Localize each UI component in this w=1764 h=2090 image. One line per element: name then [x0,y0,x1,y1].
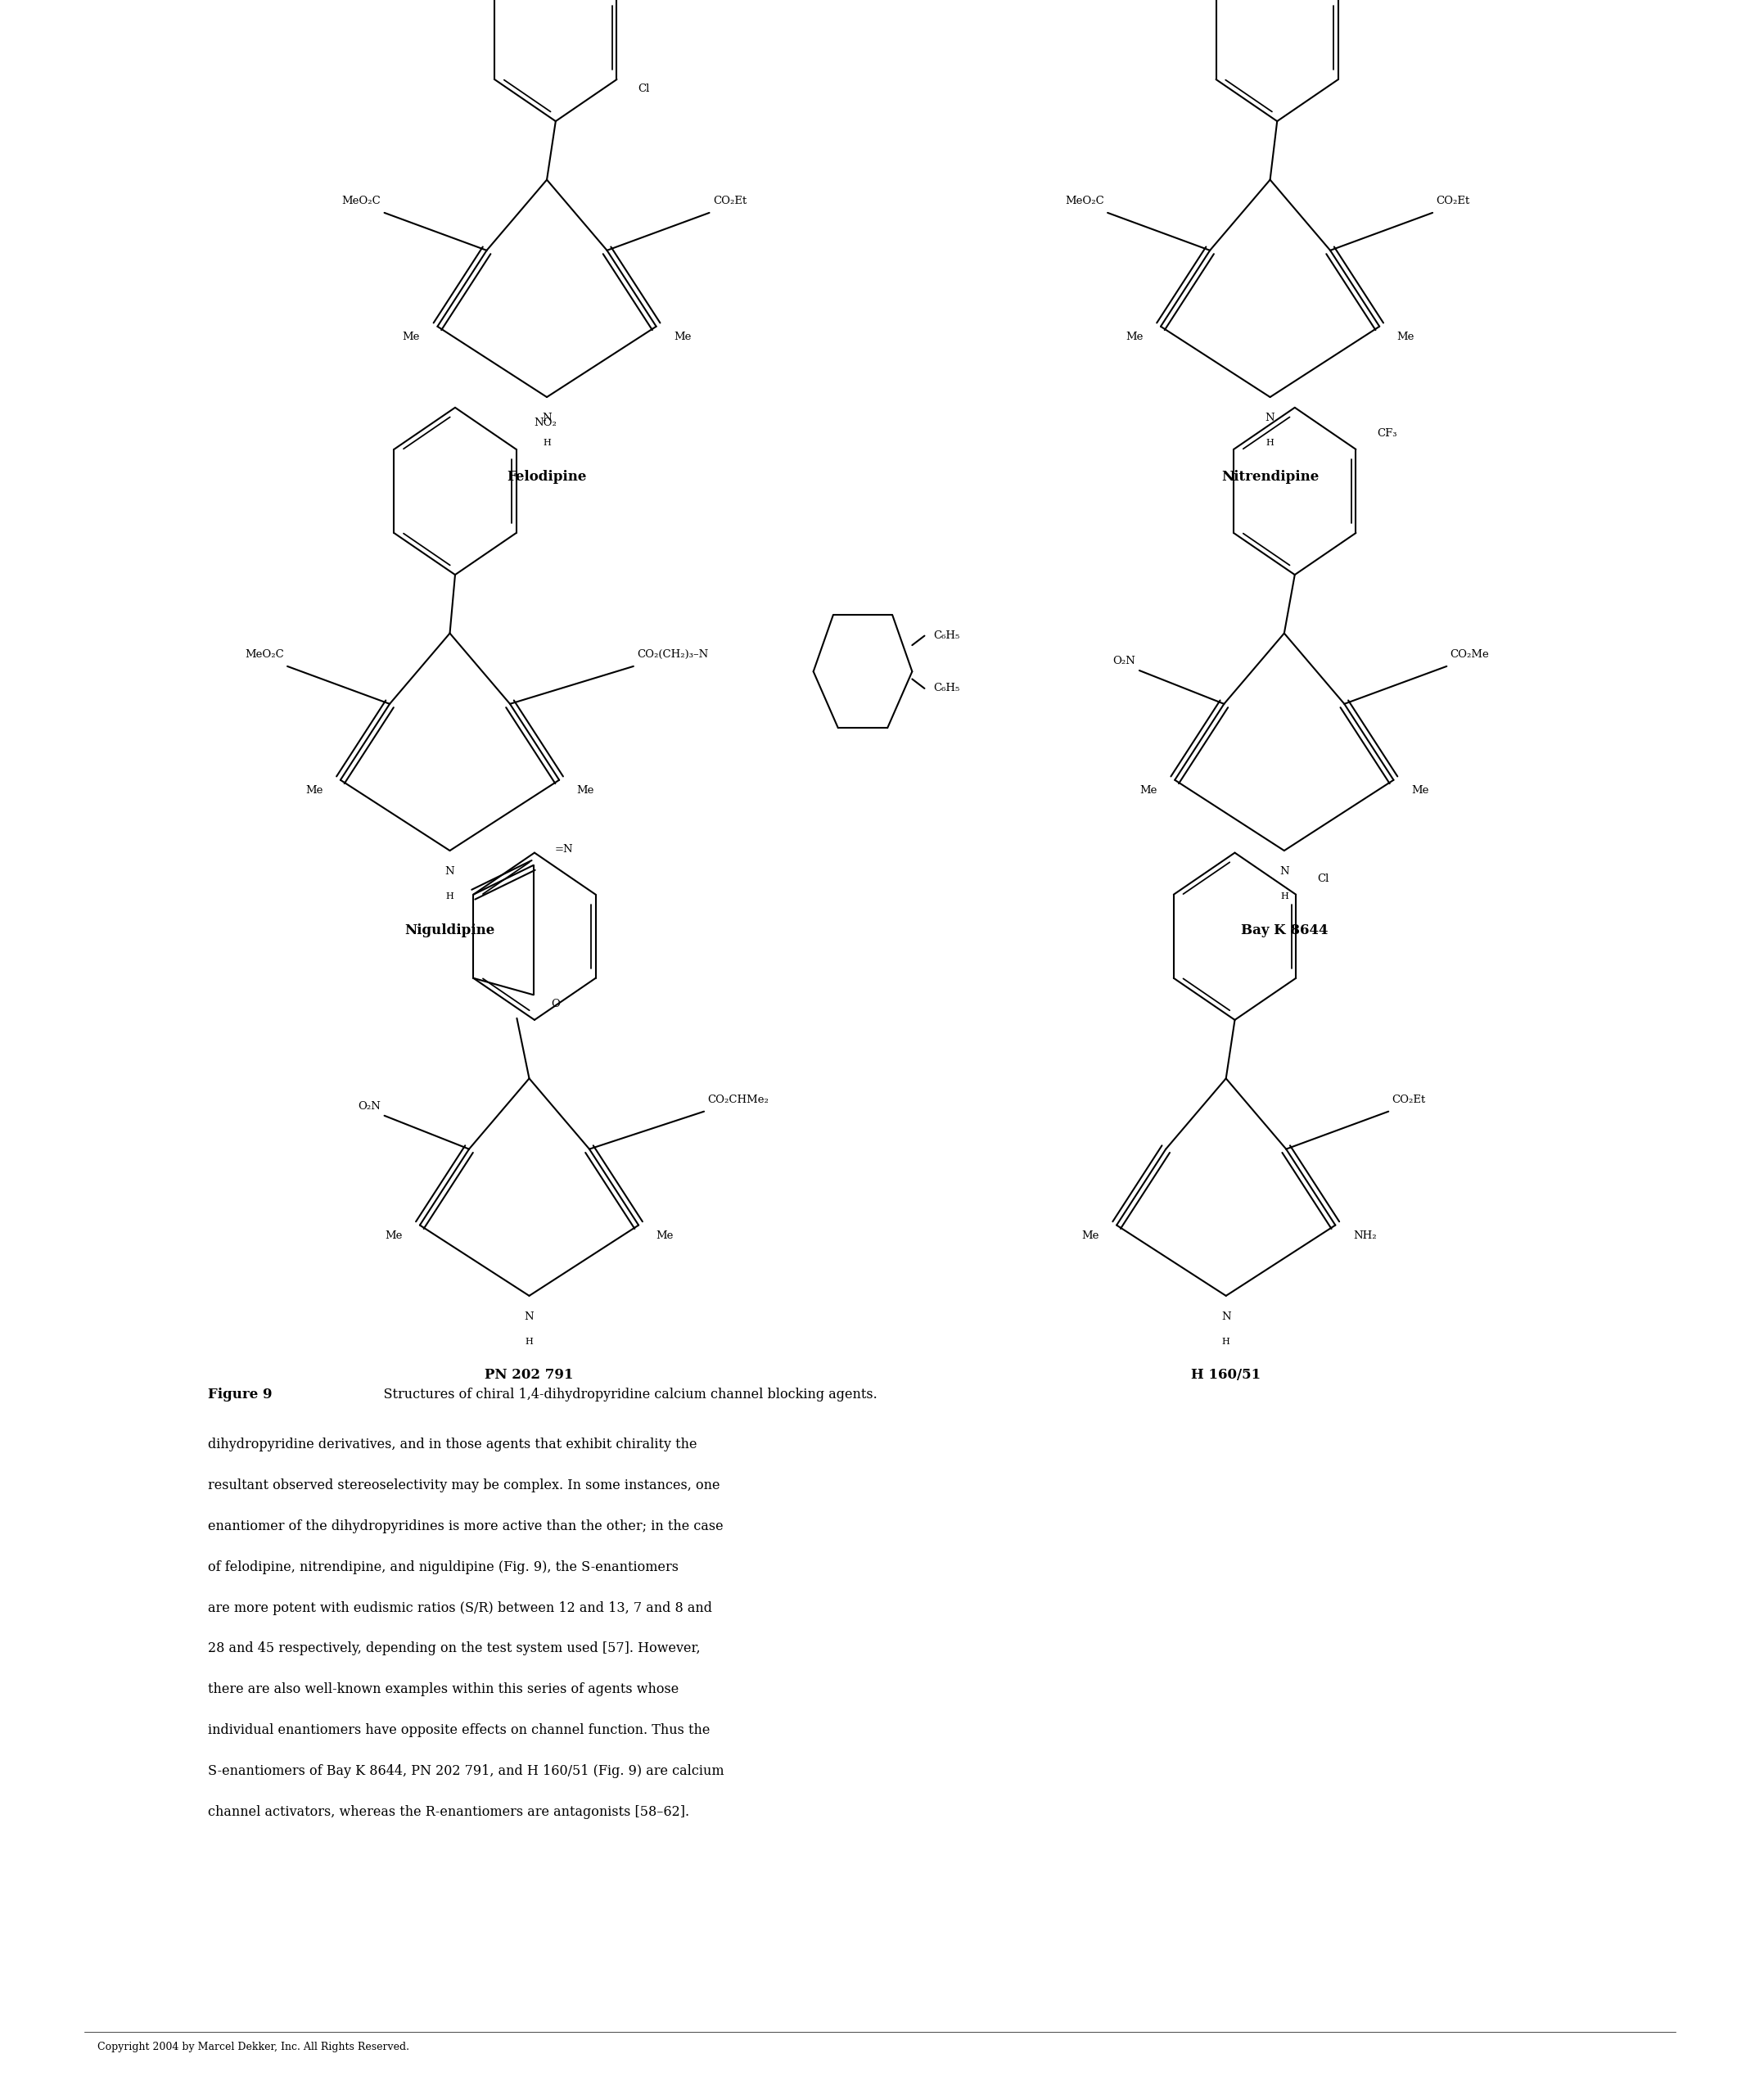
Text: NO₂: NO₂ [534,418,557,428]
Text: Me: Me [1397,332,1415,343]
Text: CO₂(CH₂)₃–N: CO₂(CH₂)₃–N [637,650,709,660]
Text: NH₂: NH₂ [1353,1231,1376,1241]
Text: CO₂Et: CO₂Et [713,196,746,207]
Text: Me: Me [1411,786,1429,796]
Text: H: H [1267,439,1274,447]
Text: N: N [445,865,455,878]
Text: S-enantiomers of Bay K 8644, PN 202 791, and H 160/51 (Fig. 9) are calcium: S-enantiomers of Bay K 8644, PN 202 791,… [208,1764,725,1779]
Text: dihydropyridine derivatives, and in those agents that exhibit chirality the: dihydropyridine derivatives, and in thos… [208,1438,697,1453]
Text: CF₃: CF₃ [1378,428,1397,439]
Text: Me: Me [1081,1231,1099,1241]
Text: H: H [543,439,550,447]
Text: MeO₂C: MeO₂C [245,650,284,660]
Text: are more potent with eudismic ratios (S/R) between 12 and 13, 7 and 8 and: are more potent with eudismic ratios (S/… [208,1601,713,1616]
Text: Nitrendipine: Nitrendipine [1221,470,1319,483]
Text: Me: Me [305,786,323,796]
Text: CO₂Et: CO₂Et [1436,196,1469,207]
Text: Me: Me [1125,332,1143,343]
Text: Copyright 2004 by Marcel Dekker, Inc. All Rights Reserved.: Copyright 2004 by Marcel Dekker, Inc. Al… [97,2042,409,2052]
Text: CO₂Et: CO₂Et [1392,1095,1425,1106]
Text: CO₂CHMe₂: CO₂CHMe₂ [707,1095,769,1106]
Text: =N: =N [554,844,573,855]
Text: channel activators, whereas the R-enantiomers are antagonists [58–62].: channel activators, whereas the R-enanti… [208,1804,690,1818]
Text: Cl: Cl [639,84,649,94]
Text: Me: Me [385,1231,402,1241]
Text: H 160/51: H 160/51 [1191,1369,1261,1381]
Text: Structures of chiral 1,4-dihydropyridine calcium channel blocking agents.: Structures of chiral 1,4-dihydropyridine… [367,1388,877,1402]
Text: C₆H₅: C₆H₅ [933,683,960,694]
Text: N: N [1279,865,1289,878]
Text: PN 202 791: PN 202 791 [485,1369,573,1381]
Text: H: H [1222,1338,1230,1346]
Text: N: N [542,412,552,424]
Text: MeO₂C: MeO₂C [1065,196,1104,207]
Text: 28 and 45 respectively, depending on the test system used [57]. However,: 28 and 45 respectively, depending on the… [208,1643,700,1655]
Text: Bay K 8644: Bay K 8644 [1240,924,1328,936]
Text: of felodipine, nitrendipine, and niguldipine (Fig. 9), the S-enantiomers: of felodipine, nitrendipine, and niguldi… [208,1559,679,1574]
Text: MeO₂C: MeO₂C [342,196,381,207]
Text: Me: Me [656,1231,674,1241]
Text: Cl: Cl [1318,874,1328,884]
Text: Me: Me [1140,786,1157,796]
Text: O₂N: O₂N [358,1101,381,1112]
Text: Felodipine: Felodipine [506,470,587,483]
Text: Me: Me [402,332,420,343]
Text: Me: Me [577,786,594,796]
Text: Niguldipine: Niguldipine [404,924,496,936]
Text: resultant observed stereoselectivity may be complex. In some instances, one: resultant observed stereoselectivity may… [208,1480,720,1492]
Text: C₆H₅: C₆H₅ [933,631,960,642]
Text: O: O [550,999,559,1009]
Text: N: N [1265,412,1275,424]
Text: N: N [1221,1310,1231,1323]
Text: individual enantiomers have opposite effects on channel function. Thus the: individual enantiomers have opposite eff… [208,1722,711,1737]
Text: enantiomer of the dihydropyridines is more active than the other; in the case: enantiomer of the dihydropyridines is mo… [208,1519,723,1534]
Text: Me: Me [674,332,691,343]
Text: H: H [1281,892,1288,901]
Text: O₂N: O₂N [1113,656,1136,667]
Text: H: H [526,1338,533,1346]
Text: N: N [524,1310,534,1323]
Text: H: H [446,892,453,901]
Text: CO₂Me: CO₂Me [1450,650,1489,660]
Text: there are also well-known examples within this series of agents whose: there are also well-known examples withi… [208,1682,679,1697]
Text: Figure 9: Figure 9 [208,1388,272,1402]
